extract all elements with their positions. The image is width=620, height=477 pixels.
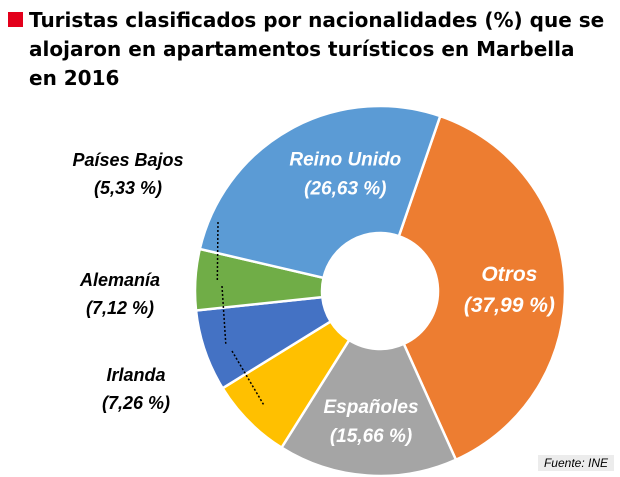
slice-name-paises-bajos: Países Bajos: [72, 150, 183, 170]
slice-name-otros: Otros: [481, 263, 537, 286]
slice-value-reino-unido: (26,63 %): [304, 179, 386, 200]
slice-name-alemania: Alemanía: [79, 270, 160, 290]
slice-name-reino-unido: Reino Unido: [289, 150, 401, 171]
slice-value-alemania: (7,12 %): [86, 298, 154, 318]
chart-title: Turistas clasificados por nacionalidades…: [29, 8, 605, 90]
title-marker: [8, 12, 23, 27]
slice-name-irlanda: Irlanda: [106, 365, 165, 385]
slice-value-paises-bajos: (5,33 %): [94, 178, 162, 198]
leader-line-paises-bajos: [216, 221, 219, 281]
slice-espanoles: [279, 338, 458, 477]
slice-value-espanoles: (15,66 %): [330, 426, 412, 447]
leader-line-irlanda: [231, 350, 265, 407]
chart-title-block: Turistas clasificados por nacionalidades…: [8, 6, 608, 93]
slice-value-irlanda: (7,26 %): [102, 393, 170, 413]
leader-line-alemania: [221, 285, 227, 344]
slice-value-otros: (37,99 %): [464, 294, 555, 317]
slice-otros: [397, 114, 567, 462]
source-note: Fuente: INE: [537, 455, 614, 471]
slice-reino-unido: [198, 104, 442, 280]
slice-name-espanoles: Españoles: [324, 397, 419, 418]
